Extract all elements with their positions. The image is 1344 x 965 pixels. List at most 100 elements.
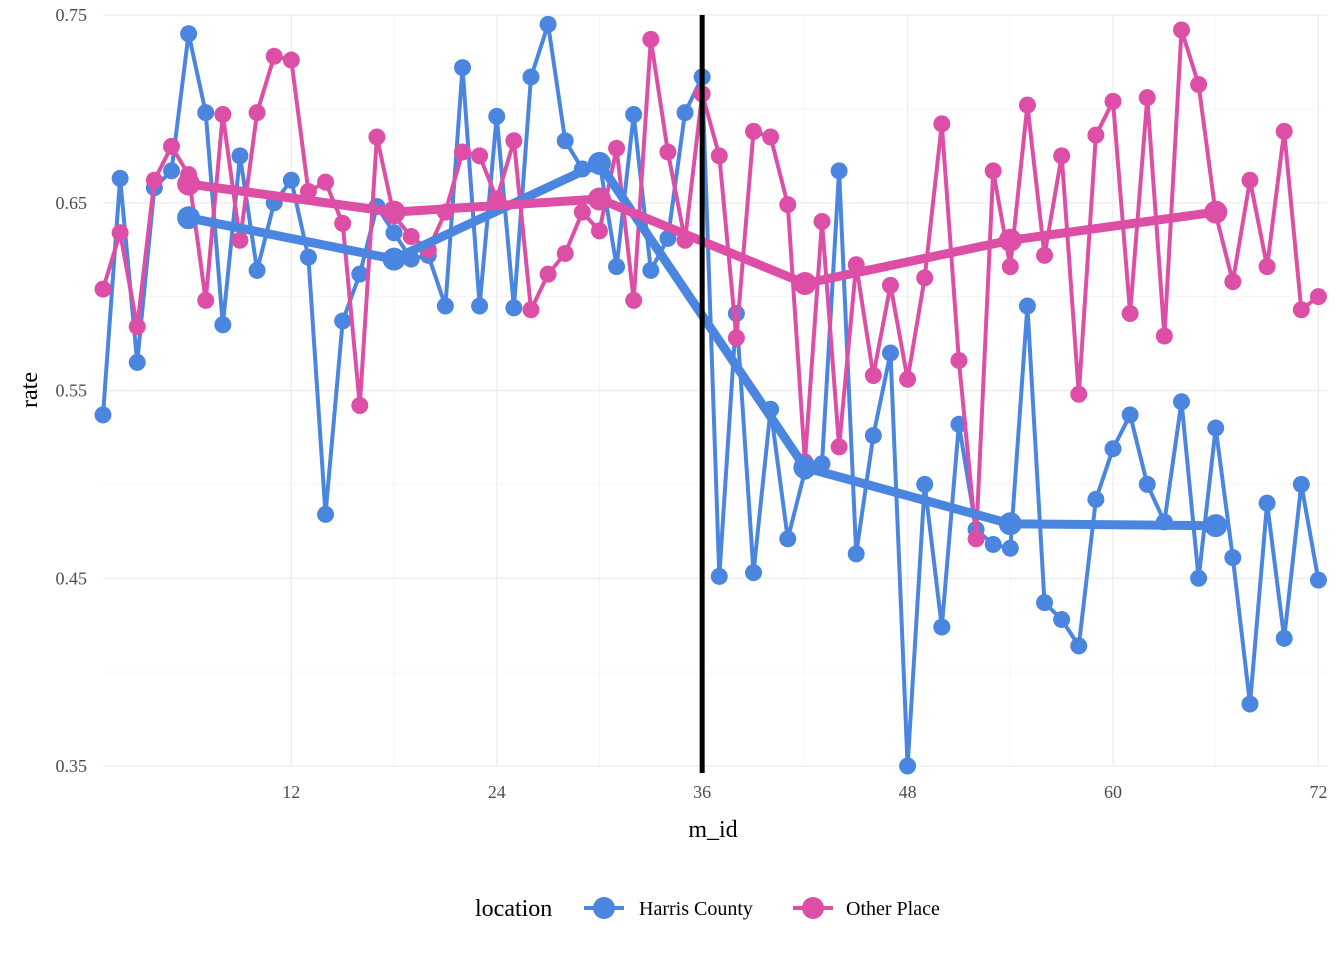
data-point-harris-county-monthly [248, 261, 266, 279]
data-point-other-place-monthly [573, 203, 591, 221]
data-point-other-place-monthly [402, 228, 420, 246]
data-point-other-place-monthly [1036, 246, 1054, 264]
data-point-other-place-monthly [1155, 327, 1173, 345]
data-point-other-place-monthly [881, 276, 899, 294]
data-point-harris-county-monthly [539, 15, 557, 33]
data-point-other-place-monthly [642, 30, 660, 48]
data-point-harris-county-monthly [1018, 297, 1036, 315]
data-point-harris-county-smoothed [998, 512, 1022, 536]
legend-item-harris-county: Harris County [584, 897, 753, 920]
data-point-other-place-smoothed [793, 271, 817, 295]
data-point-harris-county-monthly [779, 530, 797, 548]
data-point-harris-county-monthly [625, 106, 643, 124]
data-point-other-place-monthly [659, 143, 677, 161]
x-tick-label: 24 [488, 782, 506, 802]
data-point-other-place-monthly [590, 222, 608, 240]
data-point-harris-county-monthly [1104, 440, 1122, 458]
data-point-other-place-monthly [128, 318, 146, 336]
x-tick-label: 48 [899, 782, 917, 802]
data-point-harris-county-monthly [916, 475, 934, 493]
data-point-harris-county-monthly [1309, 571, 1327, 589]
data-point-harris-county-monthly [1275, 629, 1293, 647]
data-point-other-place-monthly [248, 104, 266, 122]
data-point-harris-county-smoothed [382, 247, 406, 271]
data-point-harris-county-monthly [1001, 539, 1019, 557]
data-point-other-place-monthly [1275, 122, 1293, 140]
data-point-harris-county-smoothed [1204, 514, 1228, 538]
y-axis-ticks: 0.35 0.45 0.55 0.65 0.75 [56, 5, 88, 776]
data-point-other-place-monthly [762, 128, 780, 146]
y-axis-label: rate [17, 372, 43, 408]
data-point-other-place-monthly [522, 301, 540, 319]
data-point-other-place-monthly [317, 173, 335, 191]
data-point-other-place-monthly [1104, 92, 1122, 110]
data-point-other-place-monthly [368, 128, 386, 146]
data-point-harris-county-monthly [197, 104, 215, 122]
data-point-other-place-monthly [745, 122, 763, 140]
y-tick-label: 0.35 [56, 756, 88, 776]
x-axis-ticks: 12 24 36 48 60 72 [282, 782, 1327, 802]
data-point-other-place-monthly [1258, 258, 1276, 276]
data-point-harris-county-smoothed [587, 151, 611, 175]
legend: location Harris County Other Place [475, 896, 940, 922]
data-point-other-place-monthly [111, 224, 129, 242]
data-point-harris-county-monthly [488, 107, 506, 125]
data-point-harris-county-monthly [1087, 490, 1105, 508]
data-point-other-place-monthly [967, 530, 985, 548]
data-point-other-place-monthly [899, 370, 917, 388]
data-point-other-place-smoothed [998, 228, 1022, 252]
data-point-harris-county-monthly [436, 297, 454, 315]
data-point-other-place-monthly [1070, 385, 1088, 403]
data-point-other-place-monthly [1292, 301, 1310, 319]
data-point-harris-county-monthly [864, 427, 882, 445]
data-point-harris-county-monthly [984, 535, 1002, 553]
data-point-other-place-smoothed [587, 187, 611, 211]
x-tick-label: 72 [1309, 782, 1327, 802]
data-point-harris-county-monthly [214, 316, 232, 334]
data-point-other-place-monthly [282, 51, 300, 69]
data-point-harris-county-monthly [676, 104, 694, 122]
data-point-other-place-monthly [608, 139, 626, 157]
y-tick-label: 0.65 [56, 193, 88, 213]
data-point-other-place-smoothed [1204, 200, 1228, 224]
y-tick-label: 0.75 [56, 5, 88, 25]
data-point-other-place-monthly [1309, 288, 1327, 306]
legend-label-other-place: Other Place [846, 898, 940, 920]
data-point-other-place-monthly [539, 265, 557, 283]
data-point-harris-county-monthly [94, 406, 112, 424]
data-point-harris-county-monthly [111, 169, 129, 187]
data-point-harris-county-monthly [385, 224, 403, 242]
data-point-harris-county-monthly [453, 59, 471, 77]
data-point-harris-county-monthly [1036, 594, 1054, 612]
x-tick-label: 12 [282, 782, 300, 802]
data-point-other-place-monthly [556, 244, 574, 262]
data-point-other-place-monthly [265, 47, 283, 65]
data-point-other-place-monthly [334, 214, 352, 232]
data-point-harris-county-smoothed [793, 455, 817, 479]
data-point-other-place-monthly [813, 213, 831, 231]
data-point-other-place-monthly [1087, 126, 1105, 144]
data-point-other-place-monthly [1224, 273, 1242, 291]
data-point-other-place-monthly [1121, 305, 1139, 323]
data-point-harris-county-monthly [933, 618, 951, 636]
data-point-other-place-monthly [779, 196, 797, 214]
data-point-harris-county-monthly [351, 265, 369, 283]
data-point-harris-county-monthly [282, 171, 300, 189]
x-tick-label: 36 [693, 782, 711, 802]
data-point-harris-county-monthly [1241, 695, 1259, 713]
data-point-harris-county-monthly [1292, 475, 1310, 493]
data-point-other-place-monthly [453, 143, 471, 161]
data-point-harris-county-monthly [899, 757, 917, 775]
x-axis-label: m_id [688, 817, 737, 843]
data-point-other-place-monthly [1241, 171, 1259, 189]
series-line-other-place-monthly [101, 28, 1321, 541]
data-point-other-place-smoothed [177, 172, 201, 196]
data-point-other-place-monthly [214, 106, 232, 124]
data-point-harris-county-monthly [334, 312, 352, 330]
data-point-other-place-monthly [231, 231, 249, 249]
data-point-other-place-monthly [1190, 75, 1208, 93]
data-point-other-place-monthly [1053, 147, 1071, 165]
data-point-harris-county-monthly [830, 162, 848, 180]
